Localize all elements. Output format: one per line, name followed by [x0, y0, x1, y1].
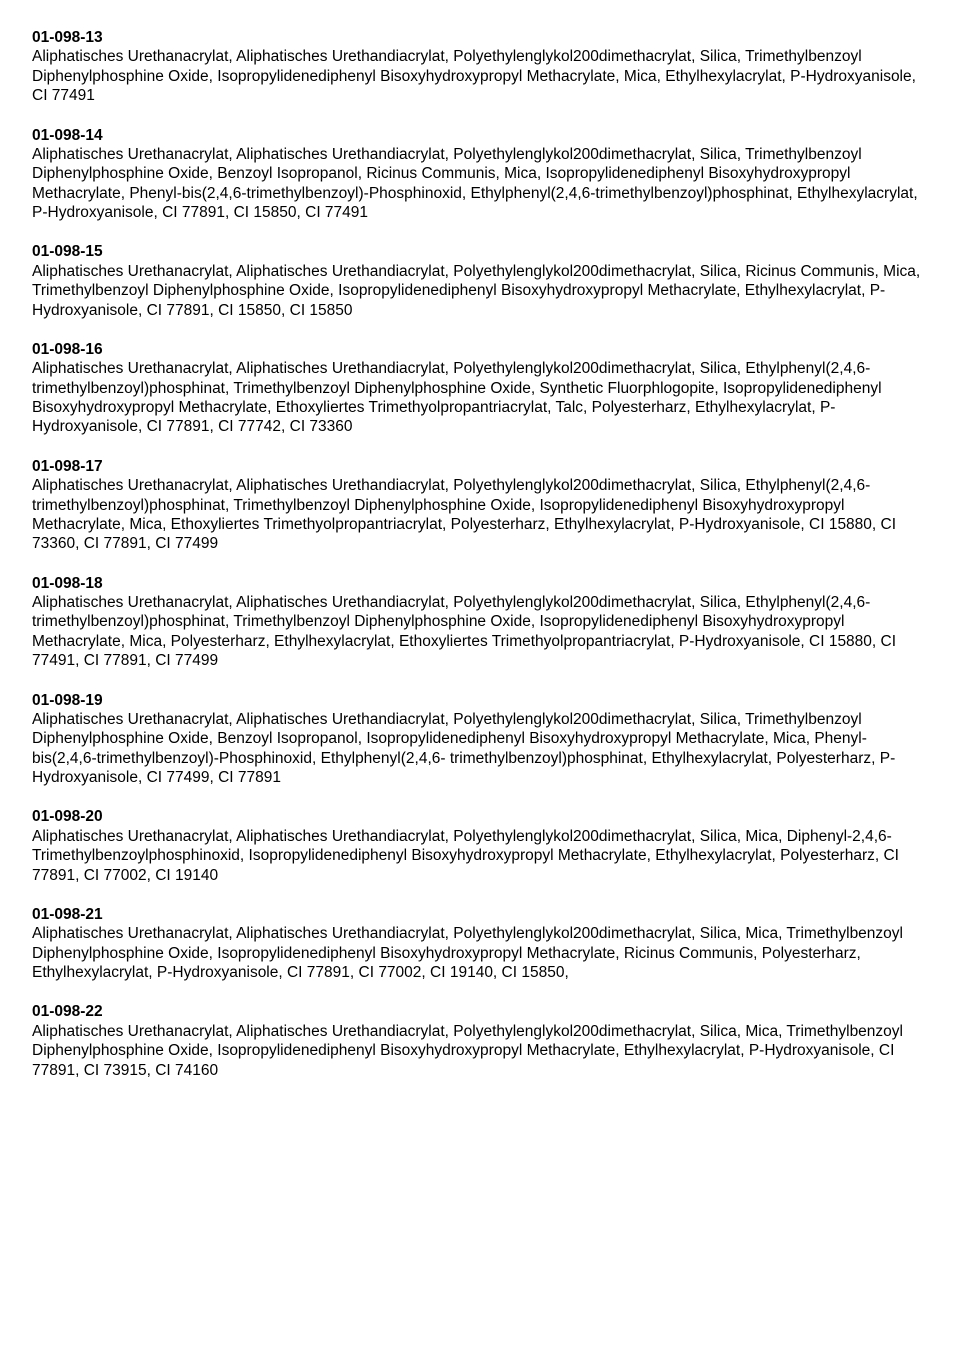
- product-code: 01-098-19: [32, 691, 928, 710]
- product-code: 01-098-13: [32, 28, 928, 47]
- ingredient-entry: 01-098-18Aliphatisches Urethanacrylat, A…: [32, 574, 928, 671]
- ingredients-text: Aliphatisches Urethanacrylat, Aliphatisc…: [32, 47, 928, 105]
- ingredient-entry: 01-098-22Aliphatisches Urethanacrylat, A…: [32, 1002, 928, 1080]
- product-code: 01-098-18: [32, 574, 928, 593]
- ingredients-text: Aliphatisches Urethanacrylat, Aliphatisc…: [32, 262, 928, 320]
- ingredient-entry: 01-098-15Aliphatisches Urethanacrylat, A…: [32, 242, 928, 320]
- ingredient-entry: 01-098-14Aliphatisches Urethanacrylat, A…: [32, 126, 928, 223]
- ingredients-text: Aliphatisches Urethanacrylat, Aliphatisc…: [32, 359, 928, 437]
- ingredients-text: Aliphatisches Urethanacrylat, Aliphatisc…: [32, 476, 928, 554]
- product-code: 01-098-20: [32, 807, 928, 826]
- ingredients-text: Aliphatisches Urethanacrylat, Aliphatisc…: [32, 924, 928, 982]
- ingredients-text: Aliphatisches Urethanacrylat, Aliphatisc…: [32, 827, 928, 885]
- ingredients-text: Aliphatisches Urethanacrylat, Aliphatisc…: [32, 593, 928, 671]
- ingredient-entry: 01-098-19Aliphatisches Urethanacrylat, A…: [32, 691, 928, 788]
- ingredients-text: Aliphatisches Urethanacrylat, Aliphatisc…: [32, 145, 928, 223]
- ingredient-entry: 01-098-13Aliphatisches Urethanacrylat, A…: [32, 28, 928, 106]
- product-code: 01-098-16: [32, 340, 928, 359]
- product-code: 01-098-15: [32, 242, 928, 261]
- ingredient-entry: 01-098-16Aliphatisches Urethanacrylat, A…: [32, 340, 928, 437]
- ingredients-document: 01-098-13Aliphatisches Urethanacrylat, A…: [32, 28, 928, 1080]
- product-code: 01-098-22: [32, 1002, 928, 1021]
- product-code: 01-098-21: [32, 905, 928, 924]
- ingredient-entry: 01-098-20Aliphatisches Urethanacrylat, A…: [32, 807, 928, 885]
- product-code: 01-098-14: [32, 126, 928, 145]
- product-code: 01-098-17: [32, 457, 928, 476]
- ingredients-text: Aliphatisches Urethanacrylat, Aliphatisc…: [32, 1022, 928, 1080]
- ingredient-entry: 01-098-21Aliphatisches Urethanacrylat, A…: [32, 905, 928, 983]
- ingredients-text: Aliphatisches Urethanacrylat, Aliphatisc…: [32, 710, 928, 788]
- ingredient-entry: 01-098-17Aliphatisches Urethanacrylat, A…: [32, 457, 928, 554]
